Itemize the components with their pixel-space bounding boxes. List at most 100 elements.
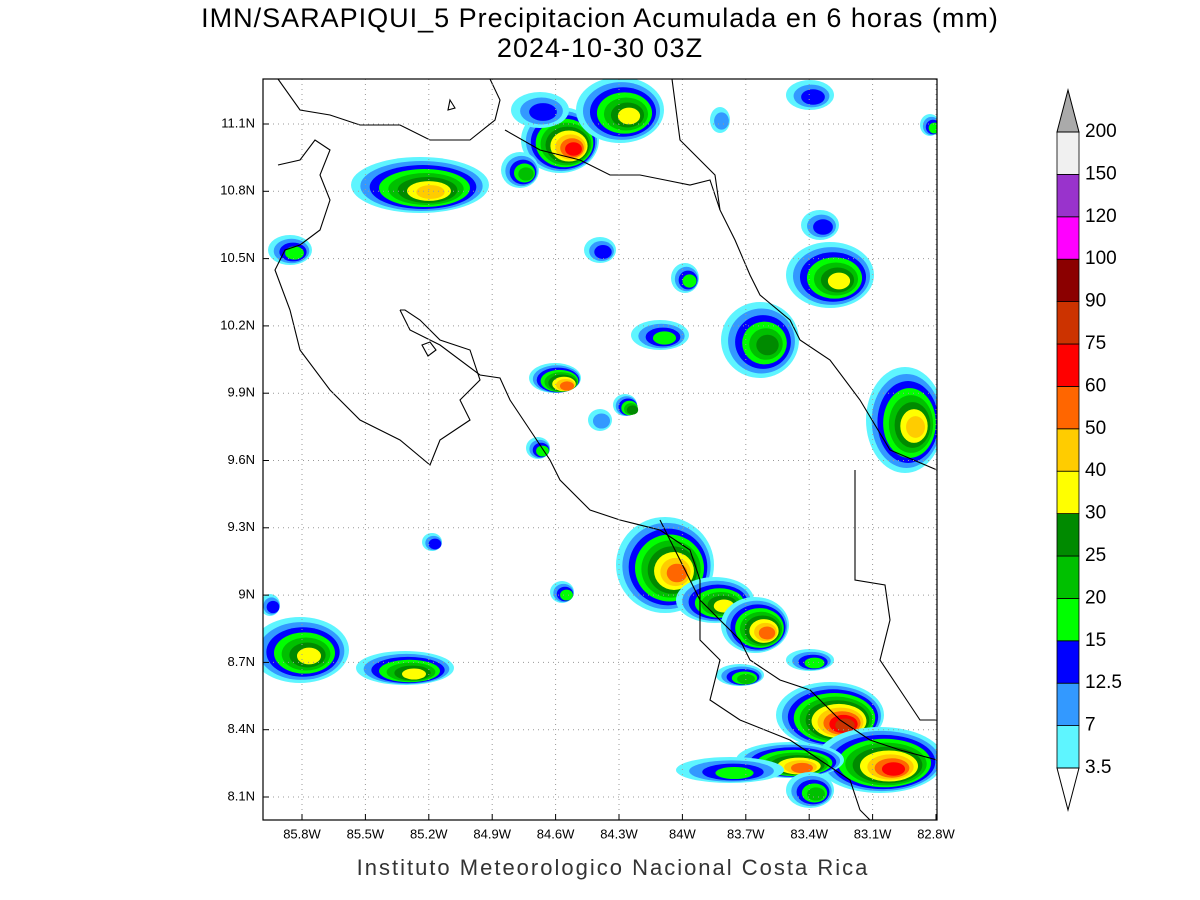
- rain-area: [714, 112, 729, 130]
- coastline: [399, 309, 871, 820]
- coastline: [659, 519, 937, 761]
- colorbar-label: 25: [1085, 545, 1106, 566]
- map-frame: [262, 78, 938, 821]
- rain-area: [416, 185, 445, 199]
- colorbar-label: 40: [1085, 460, 1106, 481]
- lon-label: 85.5W: [347, 826, 385, 841]
- rain-area: [266, 600, 280, 614]
- rain-area: [758, 626, 776, 640]
- coastlines: [274, 79, 937, 820]
- colorbar-segment: [1056, 343, 1080, 387]
- colorbar-over: [1056, 88, 1080, 133]
- colorbar-segment: [1056, 258, 1080, 303]
- lon-label: 83.1W: [854, 826, 892, 841]
- lat-label: 8.4N: [228, 721, 255, 736]
- coastline: [854, 470, 937, 721]
- colorbar-label: 12.5: [1085, 672, 1122, 693]
- colorbar: 3.5 7 12.5 15 20 25 30 40 50 60 75 90 100 120 150 200: [1056, 88, 1122, 812]
- coastline: [421, 341, 437, 357]
- colorbar-segment: [1056, 470, 1080, 515]
- lon-label: 84.9W: [473, 826, 511, 841]
- grid: [263, 79, 937, 820]
- rain-area: [594, 245, 612, 259]
- lat-label: 8.1N: [228, 788, 255, 803]
- rain-area: [626, 405, 639, 415]
- lat-label: 9.6N: [228, 452, 255, 467]
- colorbar-label: 15: [1085, 630, 1106, 651]
- colorbar-label: 50: [1085, 418, 1106, 439]
- rain-area: [756, 334, 779, 356]
- colorbar-label: 7: [1085, 715, 1096, 736]
- rain-area: [835, 718, 855, 732]
- lon-label: 82.8W: [917, 826, 955, 841]
- colorbar-segment: [1056, 173, 1080, 218]
- rain-area: [401, 668, 427, 680]
- colorbar-label: 150: [1085, 163, 1117, 184]
- lon-label: 84.6W: [537, 826, 575, 841]
- rain-area: [666, 563, 688, 583]
- colorbar-segment: [1056, 301, 1080, 345]
- coastline: [671, 79, 937, 471]
- lat-label: 10.2N: [220, 317, 255, 332]
- lon-label: 84.3W: [600, 826, 638, 841]
- rain-layer: [263, 79, 937, 808]
- colorbar-label: 60: [1085, 375, 1106, 396]
- colorbar-segment: [1056, 131, 1080, 175]
- colorbar-segment: [1056, 682, 1080, 727]
- rain-area: [715, 766, 754, 780]
- rain-area: [518, 167, 534, 181]
- rain-area: [560, 589, 573, 601]
- rain-area: [296, 647, 322, 665]
- lon-label: 84W: [669, 826, 696, 841]
- rain-area: [565, 142, 582, 156]
- rain-area: [559, 381, 575, 391]
- rain-area: [617, 107, 641, 125]
- colorbar-under: [1056, 767, 1080, 812]
- rain-area: [827, 272, 851, 290]
- coastline: [504, 129, 721, 211]
- rain-area: [928, 122, 937, 134]
- lat-label: 9N: [238, 587, 255, 602]
- colorbar-segment: [1056, 725, 1080, 769]
- lon-label: 85.2W: [410, 826, 448, 841]
- rain-area: [813, 219, 833, 235]
- colorbar-segment: [1056, 555, 1080, 599]
- coastline: [447, 98, 456, 111]
- rain-area: [791, 762, 813, 774]
- colorbar-segment: [1056, 598, 1080, 642]
- coastline: [277, 79, 501, 141]
- footer: Instituto Meteorologico Nacional Costa R…: [357, 855, 870, 880]
- colorbar-label: 90: [1085, 291, 1106, 312]
- colorbar-label: 120: [1085, 206, 1117, 227]
- lat-label: 11.1N: [221, 115, 255, 130]
- lat-label: 9.9N: [228, 385, 255, 400]
- lon-label: 83.4W: [790, 826, 828, 841]
- colorbar-label: 30: [1085, 503, 1106, 524]
- title: IMN/SARAPIQUI_5 Precipitacion Acumulada …: [201, 3, 999, 33]
- rain-area: [881, 762, 906, 776]
- colorbar-segment: [1056, 428, 1080, 472]
- colorbar-label: 75: [1085, 333, 1106, 354]
- colorbar-segment: [1056, 640, 1080, 684]
- colorbar-label: 3.5: [1085, 757, 1111, 778]
- lat-label: 10.8N: [220, 183, 255, 198]
- colorbar-segment: [1056, 216, 1080, 260]
- rain-area: [807, 787, 825, 801]
- rain-area: [801, 89, 825, 105]
- lon-label: 83.7W: [727, 826, 765, 841]
- colorbar-label: 20: [1085, 587, 1106, 608]
- coastline: [274, 139, 481, 466]
- colorbar-segment: [1056, 385, 1080, 430]
- subtitle: 2024-10-30 03Z: [497, 33, 703, 63]
- rain-area: [906, 416, 925, 438]
- lat-label: 9.3N: [228, 519, 255, 534]
- rain-area: [529, 103, 557, 121]
- colorbar-label: 200: [1085, 121, 1117, 142]
- rain-area: [592, 413, 611, 429]
- rain-area: [804, 657, 825, 669]
- lon-label: 85.8W: [283, 826, 321, 841]
- lat-label: 10.5N: [220, 250, 255, 265]
- rain-area: [652, 331, 677, 345]
- rain-area: [428, 538, 442, 550]
